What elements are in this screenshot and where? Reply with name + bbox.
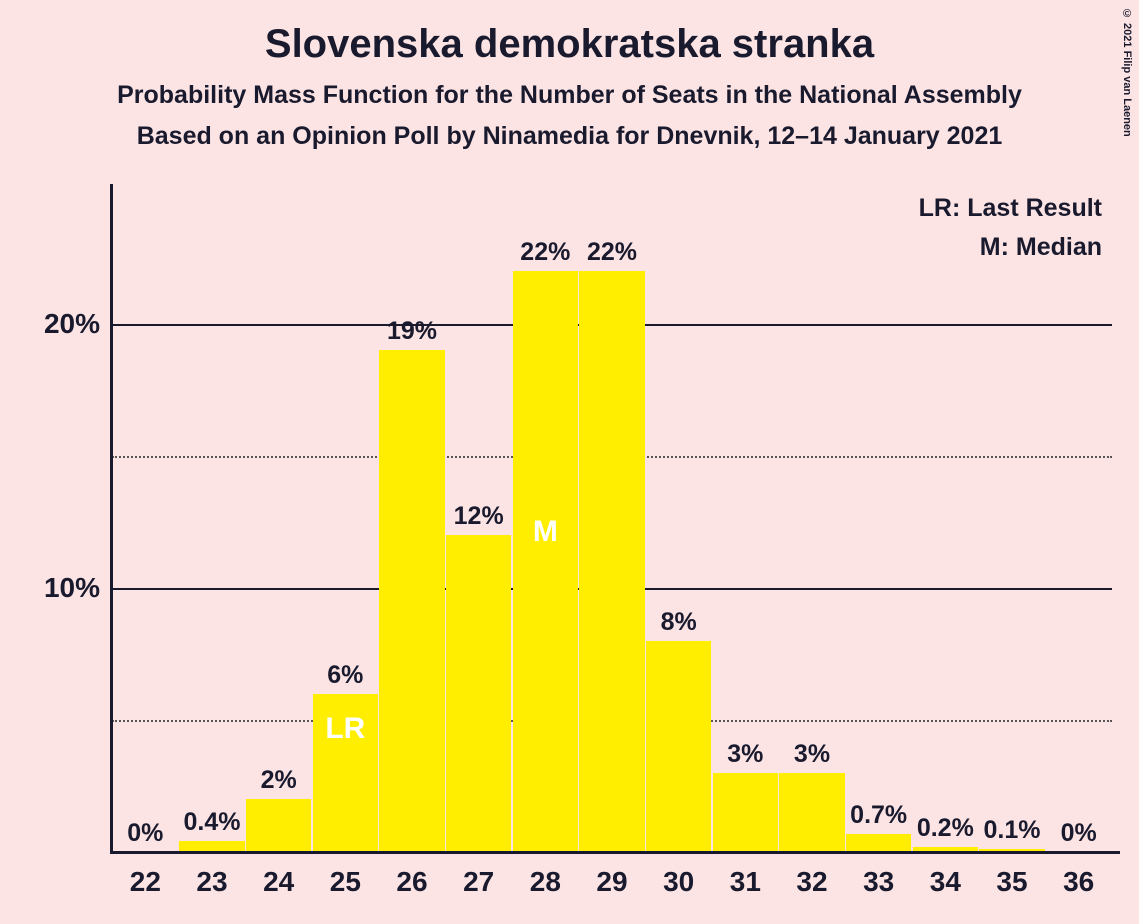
- x-axis-tick-label: 32: [796, 852, 827, 898]
- chart-subtitle-2: Based on an Opinion Poll by Ninamedia fo…: [0, 122, 1139, 151]
- bar-value-label: 12%: [454, 502, 504, 535]
- chart-plot-area: 10%20%0%220.4%232%246%LR2519%2612%2722%M…: [112, 192, 1112, 852]
- bar: 3%: [779, 773, 845, 852]
- chart-subtitle-1: Probability Mass Function for the Number…: [0, 81, 1139, 110]
- bar-value-label: 0.4%: [183, 808, 240, 841]
- bar-value-label: 0%: [127, 819, 163, 852]
- x-axis-tick-label: 33: [863, 852, 894, 898]
- bar-value-label: 0.2%: [917, 814, 974, 847]
- y-axis-tick-label: 10%: [44, 572, 112, 604]
- x-axis-tick-label: 28: [530, 852, 561, 898]
- x-axis-tick-label: 35: [996, 852, 1027, 898]
- x-axis-tick-label: 26: [396, 852, 427, 898]
- bar-marker-lr: LR: [325, 712, 365, 746]
- x-axis-tick-label: 24: [263, 852, 294, 898]
- bar-value-label: 19%: [387, 317, 437, 350]
- y-axis-tick-label: 20%: [44, 308, 112, 340]
- bar-value-label: 0.1%: [983, 816, 1040, 849]
- bar-value-label: 0%: [1061, 819, 1097, 852]
- bar-value-label: 3%: [794, 740, 830, 773]
- bar: 22%M: [513, 271, 579, 852]
- bar-value-label: 8%: [661, 608, 697, 641]
- bar-marker-median: M: [533, 515, 558, 549]
- bar: 8%: [646, 641, 712, 852]
- bar-value-label: 22%: [587, 238, 637, 271]
- bar: 22%: [579, 271, 645, 852]
- bar-value-label: 2%: [261, 766, 297, 799]
- bar-value-label: 0.7%: [850, 801, 907, 834]
- bar: 3%: [713, 773, 779, 852]
- x-axis-tick-label: 29: [596, 852, 627, 898]
- x-axis-tick-label: 36: [1063, 852, 1094, 898]
- bar-value-label: 3%: [727, 740, 763, 773]
- bar: 12%: [446, 535, 512, 852]
- x-axis-tick-label: 34: [930, 852, 961, 898]
- bar: 2%: [246, 799, 312, 852]
- legend-m: M: Median: [919, 233, 1102, 262]
- x-axis-tick-label: 23: [196, 852, 227, 898]
- x-axis-tick-label: 30: [663, 852, 694, 898]
- bar: 6%LR: [313, 694, 379, 852]
- x-axis: [110, 851, 1120, 854]
- x-axis-tick-label: 22: [130, 852, 161, 898]
- bar-value-label: 6%: [327, 661, 363, 694]
- bar: 0.7%: [846, 834, 912, 852]
- chart-title: Slovenska demokratska stranka: [0, 0, 1139, 67]
- copyright-text: © 2021 Filip van Laenen: [1121, 8, 1133, 137]
- x-axis-tick-label: 27: [463, 852, 494, 898]
- x-axis-tick-label: 31: [730, 852, 761, 898]
- chart-legend: LR: Last Result M: Median: [919, 194, 1102, 262]
- bar: 19%: [379, 350, 445, 852]
- x-axis-tick-label: 25: [330, 852, 361, 898]
- y-axis: [110, 184, 113, 852]
- bar-value-label: 22%: [520, 238, 570, 271]
- legend-lr: LR: Last Result: [919, 194, 1102, 223]
